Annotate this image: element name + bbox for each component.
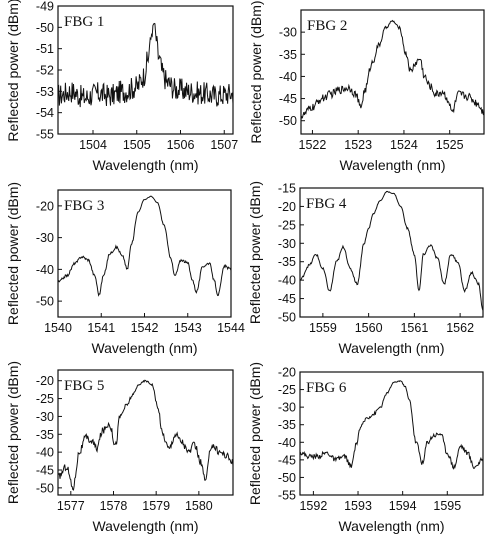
y-tick-label: -40	[278, 436, 296, 450]
y-tick-label: -49	[36, 0, 54, 14]
series-line	[301, 19, 484, 120]
y-tick-label: -40	[36, 263, 54, 277]
x-axis-label: Wavelength (nm)	[339, 157, 445, 173]
x-tick-label: 1540	[44, 321, 72, 335]
x-tick-label: 1542	[131, 321, 159, 335]
y-tick-label: -20	[278, 200, 296, 214]
x-tick-label: 1541	[87, 321, 115, 335]
y-tick-label: -45	[278, 453, 296, 467]
x-tick-label: 1577	[57, 499, 85, 513]
y-tick-label: -54	[36, 106, 54, 120]
y-tick-label: -25	[278, 218, 296, 232]
y-tick-label: -15	[278, 182, 296, 196]
chart-panel-1: 1504 1505 1506 1507 -55 -54 -53 -52 -51 -50 -49 Wav…	[5, 0, 238, 173]
y-tick-label: -30	[36, 410, 54, 424]
y-tick-label: -45	[36, 464, 54, 478]
x-axis-label: Wavelength (nm)	[91, 340, 197, 356]
y-tick-label: -30	[279, 26, 297, 40]
plot-frame	[299, 187, 484, 318]
y-tick-label: -30	[278, 401, 296, 415]
y-axis-label: Reflected power (dBm)	[247, 181, 263, 324]
x-tick-label: 1562	[446, 321, 474, 335]
y-tick-label: -35	[279, 48, 297, 62]
panel-title: FBG 2	[307, 18, 347, 34]
x-tick-label: 1525	[436, 138, 464, 152]
y-axis-label: Reflected power (dBm)	[5, 0, 21, 142]
y-tick-label: -25	[36, 392, 54, 406]
x-tick-label: 1561	[400, 321, 428, 335]
y-axis-label: Reflected power (dBm)	[5, 182, 21, 325]
x-axis-label: Wavelength (nm)	[92, 157, 198, 173]
x-axis-label: Wavelength (nm)	[338, 340, 444, 356]
x-tick-label: 1560	[355, 321, 383, 335]
y-tick-label: -40	[278, 274, 296, 288]
y-tick-label: -35	[278, 255, 296, 269]
y-tick-label: -50	[279, 114, 297, 128]
series-line	[300, 190, 483, 311]
chart-panel-4: 1559 1560 1561 1562 -50 -45 -40 -35 -30 -25 -20 -15…	[247, 181, 484, 356]
x-tick-label: 1522	[299, 138, 327, 152]
y-tick-label: -50	[36, 295, 54, 309]
y-tick-label: -35	[36, 428, 54, 442]
panel-title: FBG 3	[64, 198, 104, 214]
x-tick-label: 1524	[390, 138, 418, 152]
y-tick-label: -55	[278, 489, 296, 503]
x-tick-label: 1578	[100, 499, 128, 513]
x-axis-label: Wavelength (nm)	[338, 518, 444, 534]
panel-title: FBG 5	[64, 378, 104, 394]
y-tick-label: -20	[36, 374, 54, 388]
y-tick-label: -50	[36, 21, 54, 35]
chart-panel-5: 1577 1578 1579 1580 -50 -45 -40 -35 -30 -25 -20 Wav…	[5, 361, 234, 534]
x-tick-label: 1505	[123, 138, 151, 152]
plot-frame	[57, 369, 234, 496]
y-tick-label: -55	[36, 128, 54, 142]
x-tick-label: 1580	[185, 499, 213, 513]
y-tick-label: -53	[36, 85, 54, 99]
y-tick-label: -50	[36, 481, 54, 495]
y-tick-label: -50	[278, 311, 296, 325]
plot-frame	[299, 371, 484, 496]
y-tick-label: -45	[278, 292, 296, 306]
y-tick-label: -45	[279, 92, 297, 106]
chart-panel-2: 1522 1523 1524 1525 -50 -45 -40 -35 -30 Wavelengt…	[248, 0, 485, 173]
y-tick-label: -51	[36, 42, 54, 56]
y-axis-label: Reflected power (dBm)	[247, 362, 263, 505]
x-tick-label: 1543	[174, 321, 202, 335]
series-line	[300, 380, 483, 470]
y-tick-label: -30	[278, 237, 296, 251]
x-tick-label: 1506	[167, 138, 195, 152]
x-tick-label: 1593	[344, 499, 372, 513]
y-tick-label: -20	[278, 366, 296, 380]
x-axis-label: Wavelength (nm)	[92, 518, 198, 534]
chart-panel-6: 1592 1593 1594 1595 -55 -50 -45 -40 -35 -30 -25 -20…	[247, 362, 484, 534]
series-line	[58, 195, 231, 297]
x-tick-label: 1504	[79, 138, 107, 152]
x-tick-label: 1579	[142, 499, 170, 513]
panel-title: FBG 4	[306, 196, 347, 212]
x-tick-label: 1507	[210, 138, 238, 152]
x-tick-label: 1595	[433, 499, 461, 513]
x-tick-label: 1544	[217, 321, 245, 335]
x-tick-label: 1594	[389, 499, 417, 513]
y-tick-label: -25	[278, 383, 296, 397]
plot-frame	[300, 9, 485, 135]
y-tick-label: -35	[278, 418, 296, 432]
series-line	[58, 22, 233, 108]
y-tick-label: -30	[36, 231, 54, 245]
x-tick-label: 1559	[309, 321, 337, 335]
chart-panel-3: 1540 1541 1542 1543 1544 -50 -40 -30 -20 Waveleng…	[5, 182, 245, 356]
y-tick-label: -40	[36, 446, 54, 460]
y-axis-label: Reflected power (dBm)	[248, 0, 264, 143]
y-tick-label: -52	[36, 64, 54, 78]
x-tick-label: 1523	[344, 138, 372, 152]
series-line	[58, 379, 233, 491]
y-axis-label: Reflected power (dBm)	[5, 361, 21, 504]
y-tick-label: -50	[278, 471, 296, 485]
y-tick-label: -20	[36, 199, 54, 213]
panel-title: FBG 6	[306, 380, 347, 396]
panel-title: FBG 1	[64, 14, 104, 30]
x-tick-label: 1592	[299, 499, 327, 513]
y-tick-label: -40	[279, 70, 297, 84]
